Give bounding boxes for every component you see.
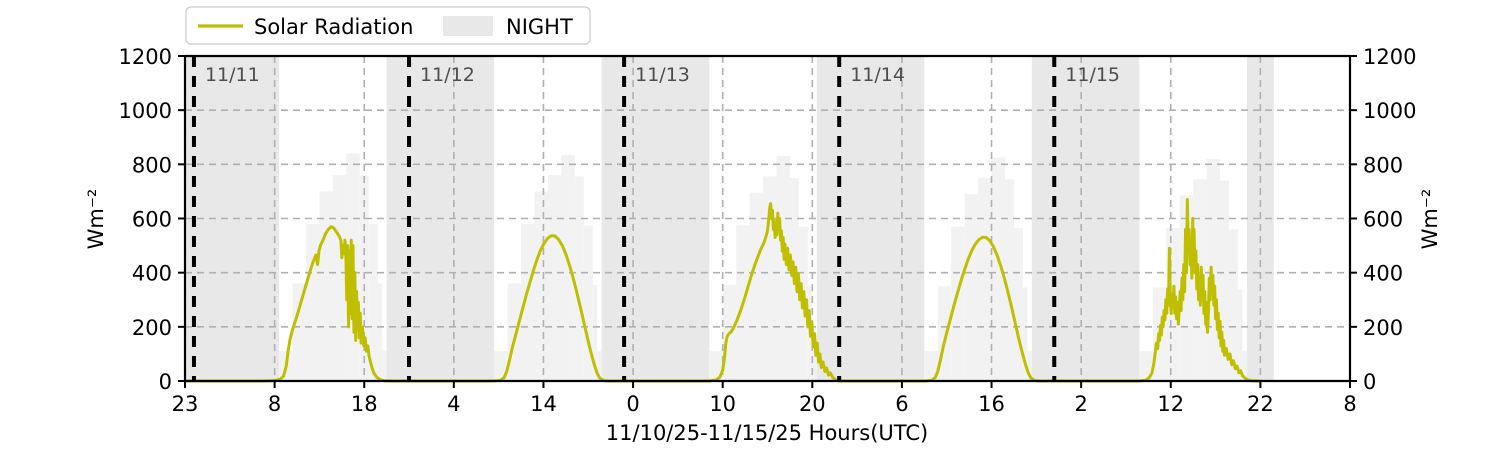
clearsky-step: [521, 223, 535, 381]
x-tick-label: 4: [447, 392, 460, 416]
clearsky-step: [749, 192, 764, 381]
day-label: 11/12: [420, 64, 475, 86]
clearsky-step: [534, 191, 548, 381]
clearsky-step: [332, 175, 347, 381]
clearsky-step: [709, 351, 723, 381]
x-tick-label: 20: [799, 392, 826, 416]
clearsky-step: [305, 223, 320, 381]
day-divider-group: [191, 56, 1057, 381]
clearsky-step: [561, 154, 575, 381]
clearsky-step: [1220, 180, 1230, 381]
chart-legend[interactable]: Solar Radiation NIGHT: [185, 6, 591, 45]
clearsky-step: [292, 283, 306, 381]
right-y-axis-ticks: 0 200 400 600 800 1000 1200: [1350, 45, 1416, 394]
clearsky-step: [951, 226, 965, 381]
y-tick-label-left: 1200: [119, 45, 172, 69]
clearsky-step: [1242, 351, 1247, 381]
y-tick-label-right: 0: [1363, 370, 1376, 394]
solar-radiation-line: [183, 198, 1262, 383]
clearsky-step: [1237, 288, 1243, 381]
clearsky-step: [1013, 227, 1023, 381]
x-tick-label: 18: [351, 392, 378, 416]
y-tick-label-right: 1200: [1363, 45, 1416, 69]
clearsky-step: [991, 157, 1005, 381]
y-tick-label-right: 600: [1363, 208, 1403, 232]
y-tick-label-left: 200: [132, 316, 172, 340]
vertical-gridlines: [273, 56, 1262, 381]
clearsky-envelope-group: [279, 153, 1247, 381]
y-tick-label-left: 0: [159, 370, 172, 394]
clearsky-step: [1022, 287, 1028, 381]
x-tick-label: 0: [626, 392, 639, 416]
x-tick-label: 8: [1343, 392, 1356, 416]
clearsky-step: [507, 283, 522, 381]
clearsky-step: [1206, 158, 1221, 381]
left-y-axis-title: Wm⁻²: [84, 189, 108, 250]
x-tick-label: 10: [709, 392, 736, 416]
solar-radiation-series-group: [183, 198, 1262, 383]
clearsky-step: [382, 351, 387, 381]
legend-solar-label: Solar Radiation: [254, 15, 413, 39]
x-tick-label: 8: [268, 392, 281, 416]
x-axis-title: 11/10/25-11/15/25 Hours(UTC): [606, 421, 928, 445]
day-label: 11/13: [635, 64, 690, 86]
x-tick-label: 22: [1247, 392, 1274, 416]
clearsky-step: [1229, 229, 1238, 381]
day-label: 11/11: [205, 64, 260, 86]
y-tick-label-right: 200: [1363, 316, 1403, 340]
clearsky-step: [377, 283, 383, 381]
clearsky-step: [574, 176, 584, 381]
y-tick-label-left: 400: [132, 262, 172, 286]
clearsky-step: [319, 191, 333, 381]
clearsky-step: [368, 223, 378, 381]
clearsky-step: [964, 194, 979, 381]
x-tick-label: 6: [895, 392, 908, 416]
y-tick-label-left: 1000: [119, 99, 172, 123]
y-tick-label-left: 600: [132, 208, 172, 232]
clearsky-step: [776, 156, 790, 381]
clearsky-step: [978, 177, 992, 381]
y-tick-label-right: 1000: [1363, 99, 1416, 123]
clearsky-step: [583, 225, 593, 381]
clearsky-step: [924, 351, 938, 381]
day-label-group: 11/11 11/12 11/13 11/14 11/15: [205, 64, 1120, 86]
day-label: 11/14: [850, 64, 905, 86]
right-y-axis-title: Wm⁻²: [1418, 189, 1442, 250]
x-tick-label: 12: [1157, 392, 1184, 416]
day-label: 11/15: [1065, 64, 1120, 86]
legend-night-label: NIGHT: [506, 15, 573, 39]
x-tick-label: 23: [172, 392, 199, 416]
clearsky-step: [812, 351, 817, 381]
clearsky-step: [1004, 179, 1014, 381]
x-tick-label: 14: [530, 392, 557, 416]
y-tick-label-right: 400: [1363, 262, 1403, 286]
legend-night-patch-swatch: [443, 16, 493, 36]
x-axis-ticks: 23 8 18 4 14 0 10 20 6 16 2 12 22 8: [172, 381, 1357, 416]
clearsky-step: [547, 175, 562, 381]
y-tick-label-right: 800: [1363, 153, 1403, 177]
clearsky-step: [592, 284, 598, 381]
y-tick-label-left: 800: [132, 153, 172, 177]
x-tick-label: 2: [1074, 392, 1087, 416]
clearsky-step: [1139, 351, 1153, 381]
clearsky-step: [1027, 351, 1032, 381]
clearsky-step: [597, 351, 602, 381]
x-tick-label: 16: [978, 392, 1005, 416]
left-y-axis-ticks: 0 200 400 600 800 1000 1200: [119, 45, 185, 394]
